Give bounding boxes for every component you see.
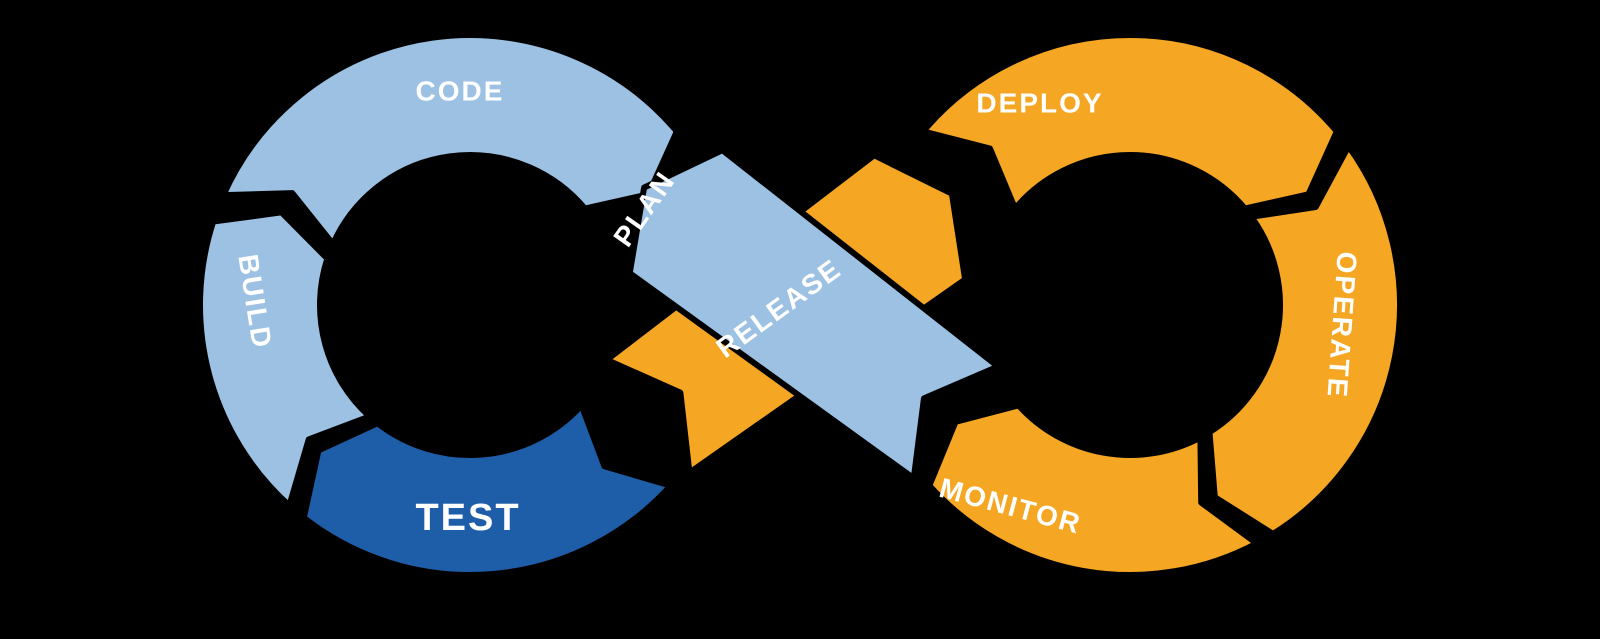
devops-infinity-diagram: PLANCODEBUILDTESTRELEASEDEPLOYOPERATEMON… <box>0 0 1600 639</box>
label-test: TEST <box>415 497 520 539</box>
label-code: CODE <box>416 75 505 106</box>
segment-deploy <box>923 35 1337 209</box>
label-deploy: DEPLOY <box>976 87 1103 118</box>
segment-test <box>304 405 671 575</box>
segment-code <box>223 35 676 244</box>
